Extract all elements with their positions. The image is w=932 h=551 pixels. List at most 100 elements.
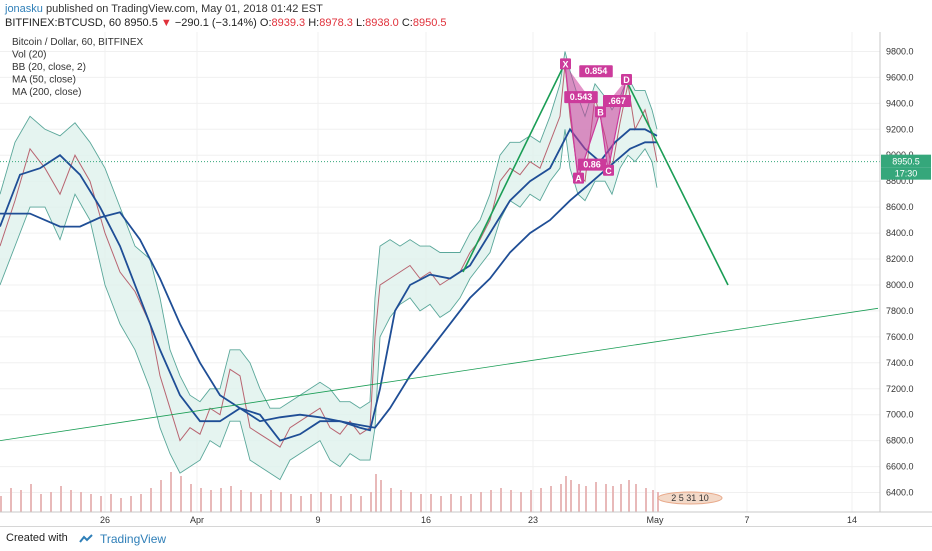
volume-bar	[50, 492, 52, 512]
legend-item: BB (20, close, 2)	[12, 62, 86, 73]
harmonic-point-x: X	[560, 58, 571, 70]
volume-bar	[200, 488, 202, 512]
volume-bar	[470, 494, 472, 512]
publish-line: jonasku published on TradingView.com, Ma…	[5, 3, 323, 15]
harmonic-ratio: .667	[603, 95, 631, 108]
author-link[interactable]: jonasku	[5, 3, 43, 15]
price-axis[interactable]: 6400.0 6600.0 6800.0 7000.0 7200.0 7400.0 7600…	[886, 46, 914, 497]
y-tick-label: 7800.0	[886, 306, 914, 316]
volume-bar	[110, 494, 112, 512]
volume-bar	[657, 492, 659, 512]
volume-bar	[530, 490, 532, 512]
volume-bar	[30, 484, 32, 512]
volume-bar	[440, 496, 442, 512]
bar-timer-value: 17:30	[895, 169, 918, 179]
y-tick-label: 9800.0	[886, 46, 914, 56]
y-tick-label: 7600.0	[886, 332, 914, 342]
x-tick-label: 14	[847, 515, 857, 525]
bar-timer	[881, 167, 931, 180]
y-tick-label: 7400.0	[886, 358, 914, 368]
high-value: 8978.3	[319, 17, 353, 29]
y-tick-label: 8400.0	[886, 228, 914, 238]
volume-bar	[330, 494, 332, 512]
legend-item: Bitcoin / Dollar, 60, BITFINEX	[12, 37, 143, 48]
harmonic-point-marker	[621, 74, 632, 85]
x-tick-label: 23	[528, 515, 538, 525]
y-tick-label: 9600.0	[886, 72, 914, 82]
volume-bar	[520, 492, 522, 512]
price-chart[interactable]: X A B C D 0.543 0.86 .667 0.854 6400.0 6600.0 6800…	[0, 32, 932, 526]
volume-bar	[170, 472, 172, 512]
volume-bar	[612, 486, 614, 512]
harmonic-point-d: D	[621, 74, 632, 85]
down-arrow-icon: ▼	[160, 17, 172, 29]
volume-bar	[210, 490, 212, 512]
y-tick-label: 9400.0	[886, 98, 914, 108]
volume-bar	[410, 492, 412, 512]
ma200-line	[0, 141, 657, 429]
y-tick-label: 7200.0	[886, 384, 914, 394]
symbol-name: BITFINEX:BTCUSD, 60	[5, 17, 122, 29]
price-line	[0, 64, 658, 448]
x-tick-label: 7	[744, 515, 749, 525]
volume-bar	[240, 490, 242, 512]
volume-bar	[340, 496, 342, 512]
y-tick-label: 8800.0	[886, 176, 914, 186]
harmonic-ratio-label: .667	[608, 96, 626, 106]
legend-item: MA (50, close)	[12, 75, 76, 86]
volume-bar	[20, 490, 22, 512]
publish-info: published on TradingView.com, May 01, 20…	[45, 3, 323, 15]
time-axis[interactable]: 26 Apr 9 16 23 May 7 14	[100, 515, 857, 525]
harmonic-point-b: B	[595, 106, 606, 118]
volume-bar	[480, 492, 482, 512]
y-tick-label: 7000.0	[886, 410, 914, 420]
x-tick-label: 9	[315, 515, 320, 525]
volume-bar	[80, 492, 82, 512]
created-with-label: Created with	[6, 532, 68, 544]
bb-lower-line	[0, 129, 658, 481]
harmonic-point-a: A	[573, 172, 584, 184]
trend-lines[interactable]	[0, 62, 879, 441]
harmonic-pattern[interactable]: X A B C D 0.543 0.86 .667 0.854	[560, 58, 632, 184]
volume-bar	[500, 488, 502, 512]
harmonic-ratio-label: 0.543	[570, 92, 593, 102]
events-label: 2 5 31 10	[671, 493, 709, 503]
volume-bar	[0, 496, 2, 512]
harmonic-point-marker	[595, 106, 606, 118]
y-tick-label: 8000.0	[886, 280, 914, 290]
close-label: C:	[401, 17, 413, 29]
volume-bar	[260, 494, 262, 512]
harmonic-ratio: 0.854	[579, 65, 613, 78]
low-label: L:	[355, 17, 366, 29]
volume-bar	[570, 480, 572, 512]
harmonic-point-label: B	[597, 107, 604, 117]
y-tick-label: 8600.0	[886, 202, 914, 212]
y-tick-label: 6400.0	[886, 488, 914, 498]
x-tick-label: 26	[100, 515, 110, 525]
harmonic-point-label: A	[575, 174, 582, 184]
legend-item: MA (200, close)	[12, 87, 81, 98]
chart-header: jonasku published on TradingView.com, Ma…	[0, 0, 932, 32]
events-badge	[657, 491, 723, 505]
volume-bar	[390, 488, 392, 512]
events-marker[interactable]: 2 5 31 10	[657, 491, 723, 505]
volume-bar	[280, 492, 282, 512]
volume-bar	[652, 490, 654, 512]
volume-bar	[190, 484, 192, 512]
volume-bar	[450, 494, 452, 512]
y-tick-label: 8200.0	[886, 254, 914, 264]
volume-bar	[595, 482, 597, 512]
legend-item: Vol (20)	[12, 50, 46, 61]
price-series	[0, 64, 658, 448]
volume-bar	[370, 492, 372, 512]
volume-bar	[150, 488, 152, 512]
volume-bar	[230, 486, 232, 512]
volume-bar	[270, 490, 272, 512]
harmonic-ratio: 0.86	[578, 158, 606, 171]
volume-bar	[320, 492, 322, 512]
tradingview-brand[interactable]: TradingView	[100, 532, 167, 546]
y-tick-label: 9200.0	[886, 124, 914, 134]
price-tag	[881, 154, 931, 168]
trend-line	[462, 62, 566, 273]
volume-bar	[490, 490, 492, 512]
